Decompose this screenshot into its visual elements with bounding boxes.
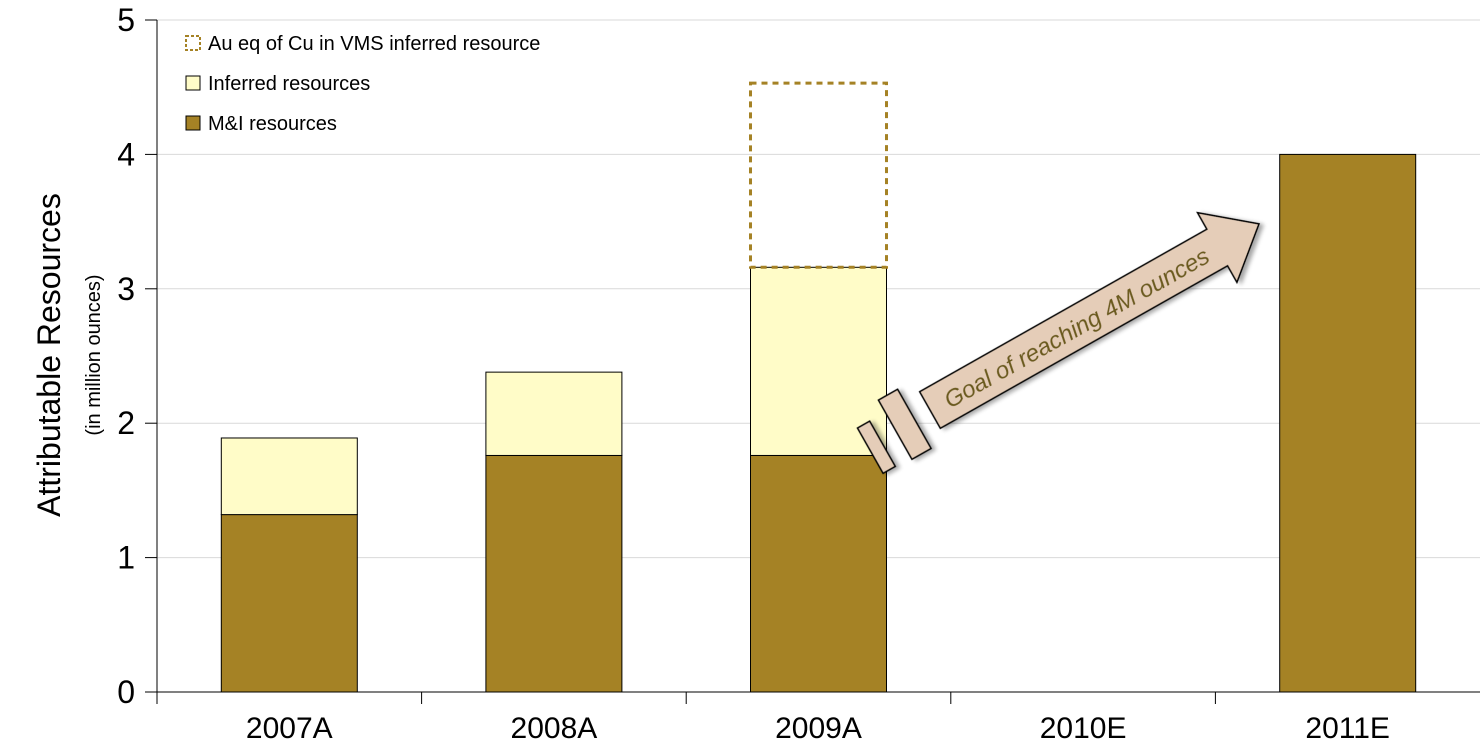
goal-arrow-shape [918, 211, 1261, 430]
y-tick-label: 1 [117, 540, 135, 576]
goal-arrow-annotation: Goal of reaching 4M ounces [856, 211, 1261, 475]
y-axis-title: Attributable Resources [31, 193, 67, 517]
bar-m-i-resources-2011e [1279, 153, 1417, 693]
legend-label: Au eq of Cu in VMS inferred resource [208, 33, 540, 55]
x-tick-label: 2009A [775, 712, 862, 743]
bar-m-i-resources-2008a [485, 454, 623, 693]
x-tick-label: 2007A [246, 712, 333, 743]
legend-label: M&I resources [208, 113, 337, 135]
bars [220, 81, 1417, 693]
y-tick-label: 4 [117, 136, 135, 172]
legend-swatch [185, 115, 201, 131]
y-tick-label: 2 [117, 405, 135, 441]
bar-m-i-resources-2007a [220, 514, 358, 693]
legend-swatch [185, 35, 201, 51]
y-axis-subtitle: (in million ounces) [83, 274, 105, 435]
bar-m-i-resources-2009a [750, 454, 887, 693]
y-tick-label: 5 [117, 2, 135, 38]
y-tick-label: 0 [117, 674, 135, 710]
bar-inferred-resources-2008a [485, 371, 623, 456]
goal-arrow-tail-segment [856, 420, 897, 475]
bar-au-eq-of-cu-in-vms-inferred-resource-2009a [749, 81, 888, 269]
bar-inferred-resources-2007a [220, 437, 358, 516]
x-tick-labels: 2007A 2008A 2009A 2010E 2011E [246, 712, 1390, 743]
legend: Au eq of Cu in VMS inferred resource Infe… [185, 33, 540, 135]
axes [145, 19, 1480, 704]
legend-label: Inferred resources [208, 73, 370, 95]
y-tick-label: 3 [117, 271, 135, 307]
x-tick-label: 2011E [1305, 712, 1390, 743]
x-tick-label: 2010E [1040, 712, 1127, 743]
goal-arrow-label: Goal of reaching 4M ounces [940, 243, 1215, 414]
goal-arrow: Goal of reaching 4M ounces [856, 211, 1261, 475]
y-tick-labels: 0 1 2 3 4 5 [117, 2, 135, 710]
goal-arrow-tail-segment [877, 388, 933, 461]
x-tick-label: 2008A [511, 712, 598, 743]
legend-swatch [185, 75, 201, 91]
